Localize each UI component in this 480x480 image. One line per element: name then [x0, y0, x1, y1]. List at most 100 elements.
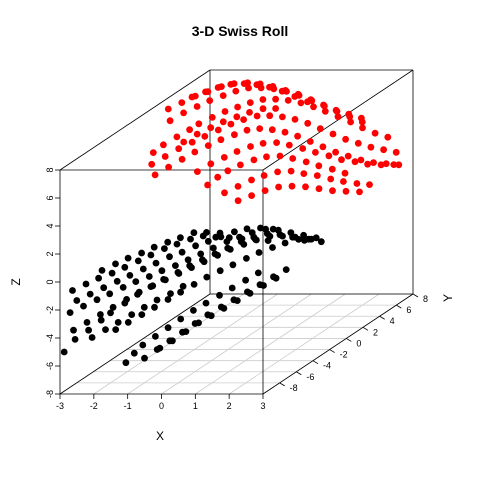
- data-point: [69, 287, 76, 294]
- data-point: [260, 282, 267, 289]
- data-point: [178, 155, 186, 163]
- data-point: [300, 231, 307, 239]
- data-point: [260, 172, 268, 179]
- data-point: [182, 328, 190, 335]
- data-point: [122, 359, 130, 367]
- data-point: [149, 282, 157, 290]
- data-point: [190, 281, 198, 288]
- data-point: [233, 113, 241, 121]
- data-point: [315, 162, 323, 170]
- data-point: [304, 119, 312, 127]
- data-point: [230, 80, 238, 87]
- data-point: [214, 126, 222, 134]
- data-point: [274, 168, 281, 176]
- data-point: [175, 270, 183, 277]
- data-point: [204, 181, 212, 189]
- data-point: [328, 165, 336, 173]
- data-point: [266, 112, 274, 120]
- y-axis-tick: [412, 293, 419, 298]
- data-point: [288, 182, 296, 190]
- data-point: [227, 120, 235, 128]
- data-point: [178, 248, 186, 256]
- data-point: [282, 266, 290, 273]
- data-point: [237, 161, 244, 169]
- data-point: [201, 133, 209, 140]
- data-point: [188, 264, 195, 271]
- data-point: [178, 99, 186, 106]
- data-point: [310, 103, 317, 111]
- data-point: [238, 235, 246, 243]
- data-point: [229, 261, 237, 269]
- data-point: [184, 256, 192, 264]
- data-point: [291, 116, 299, 123]
- data-point: [272, 274, 280, 282]
- data-point: [321, 107, 329, 115]
- data-point: [193, 103, 201, 110]
- x-tick-label: -2: [90, 401, 98, 411]
- data-point: [119, 284, 127, 291]
- data-point: [364, 160, 371, 168]
- y-axis-tick: [312, 360, 319, 365]
- data-point: [192, 242, 200, 250]
- data-point: [395, 161, 403, 169]
- data-point: [97, 316, 105, 324]
- data-point: [240, 241, 248, 248]
- data-point: [135, 288, 143, 296]
- y-tick-label: 0: [356, 338, 361, 348]
- data-point: [140, 303, 148, 311]
- data-point: [138, 249, 146, 257]
- data-point: [190, 229, 198, 237]
- chart-title: 3-D Swiss Roll: [192, 23, 288, 39]
- z-tick-label: 6: [45, 195, 55, 200]
- data-point: [152, 333, 159, 340]
- data-point: [114, 319, 122, 326]
- data-point: [188, 138, 196, 146]
- data-point: [334, 113, 342, 121]
- data-point: [243, 255, 250, 262]
- data-point: [224, 167, 232, 175]
- z-tick-label: -8: [45, 390, 55, 398]
- data-point: [377, 161, 385, 169]
- data-point: [246, 109, 253, 116]
- data-point: [180, 109, 188, 117]
- data-point: [150, 243, 158, 251]
- data-point: [234, 103, 242, 111]
- data-point: [269, 244, 276, 251]
- data-point: [284, 97, 292, 104]
- data-point: [207, 160, 215, 168]
- data-point: [340, 178, 347, 185]
- y-axis-tick: [296, 371, 302, 376]
- data-point: [247, 143, 254, 150]
- data-point: [269, 225, 277, 233]
- data-point: [244, 79, 252, 87]
- data-point: [302, 158, 310, 166]
- data-point: [358, 114, 365, 122]
- data-point: [151, 303, 158, 311]
- data-point: [161, 153, 169, 160]
- data-point: [164, 296, 172, 303]
- z-tick-label: 0: [45, 279, 55, 284]
- data-point: [259, 105, 267, 113]
- data-point: [71, 336, 79, 343]
- data-point: [124, 254, 132, 262]
- data-point: [226, 246, 234, 253]
- data-point: [219, 92, 227, 99]
- x-axis-title: X: [156, 429, 164, 443]
- data-point: [217, 136, 225, 144]
- data-point: [152, 259, 160, 267]
- y-tick-label: -6: [306, 372, 314, 382]
- data-point: [287, 229, 295, 237]
- data-point: [123, 296, 130, 303]
- data-point: [191, 92, 199, 100]
- data-point: [206, 97, 214, 104]
- data-point: [287, 167, 295, 175]
- data-point: [316, 125, 324, 133]
- data-point: [320, 101, 327, 109]
- data-point: [354, 139, 362, 147]
- y-tick-label: -4: [323, 361, 331, 371]
- data-point: [261, 187, 269, 195]
- z-tick-label: -2: [45, 306, 55, 314]
- floor-grid-line-x: [228, 293, 380, 395]
- data-point: [256, 80, 264, 88]
- data-point: [210, 244, 217, 252]
